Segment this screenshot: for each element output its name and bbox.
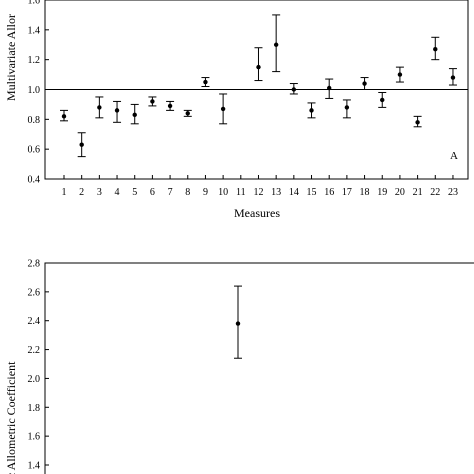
marker — [114, 108, 120, 113]
y-axis-a: 0.4 0.6 0.8 1.0 1.2 1.4 1.6 — [28, 0, 49, 186]
data-point-a — [378, 91, 387, 108]
marker — [150, 99, 155, 104]
y-tick-label-b: 2.8 — [28, 259, 41, 270]
y-tick-label-b: 1.6 — [28, 432, 41, 443]
x-tick-label-a: 18 — [360, 187, 370, 198]
panel-label: A — [450, 150, 458, 162]
y-axis-b: 1.4 1.6 1.8 2.0 2.2 2.4 2.6 2.8 — [28, 259, 49, 472]
x-tick-label-a: 22 — [430, 187, 440, 198]
marker — [291, 87, 297, 92]
y-tick-label-b: 2.4 — [28, 316, 41, 327]
y-axis-label-b: c Allometric Coefficient — [4, 361, 18, 474]
data-point-a — [130, 103, 139, 125]
plot-frame-b — [44, 262, 474, 474]
marker — [433, 47, 438, 52]
y-tick-label-b: 2.2 — [28, 345, 41, 356]
plot-frame-a — [44, 0, 469, 180]
marker — [132, 112, 137, 118]
marker — [273, 42, 279, 47]
x-tick-label-a: 7 — [168, 187, 173, 198]
data-point-a — [272, 14, 281, 73]
marker — [167, 103, 173, 109]
marker — [79, 142, 84, 147]
marker — [203, 79, 208, 85]
x-tick-label-a: 12 — [253, 187, 263, 198]
y-tick-label-a: 0.6 — [28, 145, 41, 156]
x-tick-label-a: 6 — [150, 187, 155, 198]
y-tick-label-b: 2.0 — [28, 374, 41, 385]
x-tick-label-a: 2 — [79, 187, 84, 198]
marker — [344, 105, 350, 110]
data-point-a — [77, 132, 86, 158]
x-axis-a: 1 2 3 4 5 6 7 8 9 10 11 12 13 14 15 16 17 18 19 20 21 22 23 — [62, 175, 458, 198]
marker — [450, 75, 456, 80]
data-point-a — [448, 68, 457, 86]
data-point-a — [60, 109, 68, 122]
marker — [235, 321, 241, 326]
data-point-a — [431, 36, 440, 61]
data-point-a — [183, 109, 192, 117]
y-tick-label-a: 1.6 — [28, 0, 41, 7]
x-tick-label-a: 8 — [185, 187, 190, 198]
marker — [415, 120, 420, 125]
x-tick-label-a: 9 — [203, 187, 208, 198]
chart-b: 1.4 1.6 1.8 2.0 2.2 2.4 2.6 2.8 c Allometric Co… — [4, 259, 474, 474]
marker — [97, 105, 102, 110]
data-point-a — [413, 115, 422, 128]
y-tick-label-a: 0.4 — [28, 175, 41, 186]
data-point-a — [289, 83, 298, 95]
data-point-a — [95, 96, 104, 119]
x-tick-label-a: 4 — [115, 187, 120, 198]
y-tick-label-a: 1.2 — [28, 55, 41, 66]
data-point-a — [360, 77, 369, 90]
series-a — [60, 14, 457, 158]
data-point-b — [234, 285, 242, 359]
marker — [327, 85, 332, 91]
data-point-a — [342, 99, 351, 119]
data-point-a — [113, 100, 122, 123]
y-axis-label-a: Multivariate Allor — [4, 14, 18, 101]
data-point-a — [254, 47, 263, 82]
x-tick-label-a: 20 — [395, 187, 405, 198]
data-point-a — [325, 78, 334, 99]
x-tick-label-a: 16 — [324, 187, 334, 198]
y-tick-label-b: 1.4 — [28, 461, 41, 472]
y-tick-label-a: 0.8 — [28, 115, 41, 126]
y-tick-label-b: 1.8 — [28, 403, 41, 414]
data-point-a — [201, 77, 210, 88]
marker — [380, 97, 385, 103]
marker — [220, 106, 226, 112]
x-axis-label: Measures — [234, 206, 280, 220]
x-tick-label-a: 21 — [413, 187, 423, 198]
y-tick-label-a: 1.0 — [28, 85, 41, 96]
marker — [397, 72, 403, 77]
x-tick-label-a: 1 — [62, 187, 67, 198]
x-tick-label-a: 11 — [236, 187, 246, 198]
x-tick-label-a: 10 — [218, 187, 228, 198]
data-point-a — [148, 96, 157, 107]
y-tick-label-a: 1.4 — [28, 25, 41, 36]
data-point-a — [219, 93, 228, 125]
data-point-a — [166, 100, 175, 111]
x-tick-label-a: 3 — [97, 187, 102, 198]
x-tick-label-a: 19 — [377, 187, 387, 198]
marker — [256, 64, 261, 70]
x-tick-label-a: 17 — [342, 187, 352, 198]
series-b — [234, 285, 242, 359]
y-tick-label-b: 2.6 — [28, 287, 41, 298]
x-tick-label-a: 14 — [289, 187, 299, 198]
data-point-a — [307, 102, 316, 119]
data-point-a — [395, 66, 404, 83]
x-tick-label-a: 15 — [307, 187, 317, 198]
chart-a: 0.40.60.81.01.21.41.6 1 2 3 4 5 6 7 8 9 10 11 12 13 1… — [4, 0, 469, 220]
x-tick-label-a: 5 — [132, 187, 137, 198]
x-tick-label-a: 23 — [448, 187, 458, 198]
x-tick-label-a: 13 — [271, 187, 281, 198]
marker — [61, 114, 67, 119]
marker — [309, 108, 314, 113]
marker — [185, 111, 190, 116]
marker — [362, 81, 367, 86]
